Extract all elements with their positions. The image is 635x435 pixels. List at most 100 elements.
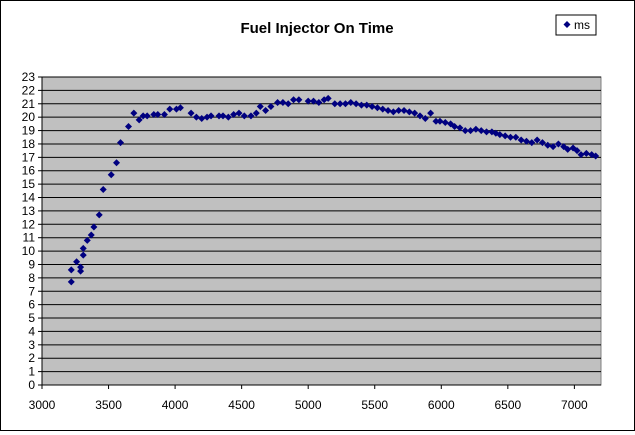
data-point-11: [99, 185, 107, 193]
data-point-32: [219, 112, 227, 120]
data-points: [67, 94, 600, 286]
data-point-17: [135, 116, 143, 124]
data-point-22: [160, 110, 168, 118]
data-point-37: [247, 112, 255, 120]
data-point-92: [538, 139, 546, 147]
data-point-35: [235, 109, 243, 117]
data-point-73: [441, 119, 449, 127]
data-point-100: [577, 151, 585, 159]
data-point-8: [87, 231, 95, 239]
data-point-20: [150, 110, 158, 118]
data-point-76: [456, 124, 464, 132]
data-point-67: [411, 109, 419, 117]
data-point-31: [215, 112, 223, 120]
data-point-60: [373, 104, 381, 112]
data-point-101: [582, 149, 590, 157]
data-point-2: [73, 258, 81, 266]
data-point-52: [331, 100, 339, 108]
data-point-23: [166, 105, 174, 113]
y-tick-label: 4: [28, 324, 35, 338]
data-point-15: [125, 123, 133, 131]
data-point-93: [544, 141, 552, 149]
data-point-81: [483, 128, 491, 136]
data-point-6: [79, 244, 87, 252]
data-point-26: [187, 109, 195, 117]
y-tick-label: 7: [28, 284, 35, 298]
data-point-55: [347, 98, 355, 106]
data-point-3: [77, 267, 85, 275]
y-tick-label: 17: [22, 150, 36, 164]
data-point-94: [549, 143, 557, 151]
y-tick-label: 20: [22, 110, 36, 124]
gridlines: [42, 76, 601, 373]
data-point-58: [363, 101, 371, 109]
data-point-39: [256, 102, 264, 110]
y-tick-label: 23: [22, 70, 36, 84]
data-point-16: [130, 109, 138, 117]
data-point-12: [107, 171, 115, 179]
x-tick-label: 7000: [561, 398, 588, 412]
data-point-5: [79, 251, 87, 259]
plot-area: [41, 76, 602, 386]
y-tick-label: 13: [22, 204, 36, 218]
data-point-42: [274, 98, 282, 106]
data-point-54: [341, 100, 349, 108]
data-point-36: [240, 112, 248, 120]
legend: ms: [555, 14, 597, 36]
x-tick-label: 4000: [162, 398, 189, 412]
data-point-77: [461, 127, 469, 135]
data-point-64: [395, 106, 403, 114]
data-point-69: [421, 115, 429, 123]
data-point-90: [528, 139, 536, 147]
data-point-80: [477, 127, 485, 135]
data-point-70: [427, 109, 435, 117]
data-point-21: [154, 110, 162, 118]
x-axis-ticks: 3000 3500 4000 4500 5000 5500 6000 6500 7000: [29, 385, 588, 412]
chart-title: Fuel Injector On Time: [240, 20, 393, 37]
data-point-89: [522, 137, 530, 145]
data-point-34: [230, 110, 238, 118]
data-point-41: [267, 102, 275, 110]
legend-marker-diamond-icon: [563, 21, 571, 28]
data-point-71: [432, 117, 440, 125]
data-point-30: [207, 112, 215, 120]
data-point-88: [517, 136, 525, 144]
data-point-91: [533, 136, 541, 144]
y-tick-label: 16: [22, 164, 36, 178]
data-point-7: [83, 236, 91, 244]
data-point-75: [451, 123, 459, 131]
data-point-53: [336, 100, 344, 108]
data-point-25: [176, 104, 184, 112]
y-tick-label: 10: [22, 244, 36, 258]
data-point-99: [573, 147, 581, 155]
y-tick-label: 11: [23, 231, 36, 245]
y-tick-label: 19: [22, 124, 36, 138]
data-point-68: [416, 112, 424, 120]
data-point-95: [554, 140, 562, 148]
data-point-66: [405, 108, 413, 116]
data-point-40: [262, 106, 270, 114]
data-point-62: [384, 106, 392, 114]
data-point-78: [467, 127, 475, 135]
x-tick-label: 5500: [361, 398, 388, 412]
data-point-56: [352, 100, 360, 108]
y-tick-label: 0: [28, 378, 35, 392]
data-point-18: [139, 112, 147, 120]
y-tick-label: 15: [22, 177, 36, 191]
y-tick-label: 5: [28, 311, 35, 325]
y-tick-label: 18: [22, 137, 36, 151]
legend-box: [555, 14, 597, 36]
data-point-57: [357, 101, 365, 109]
y-tick-label: 1: [28, 365, 35, 379]
data-point-33: [224, 113, 232, 121]
y-tick-label: 8: [28, 271, 35, 285]
data-point-65: [400, 106, 408, 114]
data-point-45: [290, 96, 298, 104]
data-point-28: [198, 115, 206, 123]
data-point-97: [564, 145, 572, 153]
data-point-43: [279, 98, 287, 106]
data-point-85: [501, 132, 509, 140]
